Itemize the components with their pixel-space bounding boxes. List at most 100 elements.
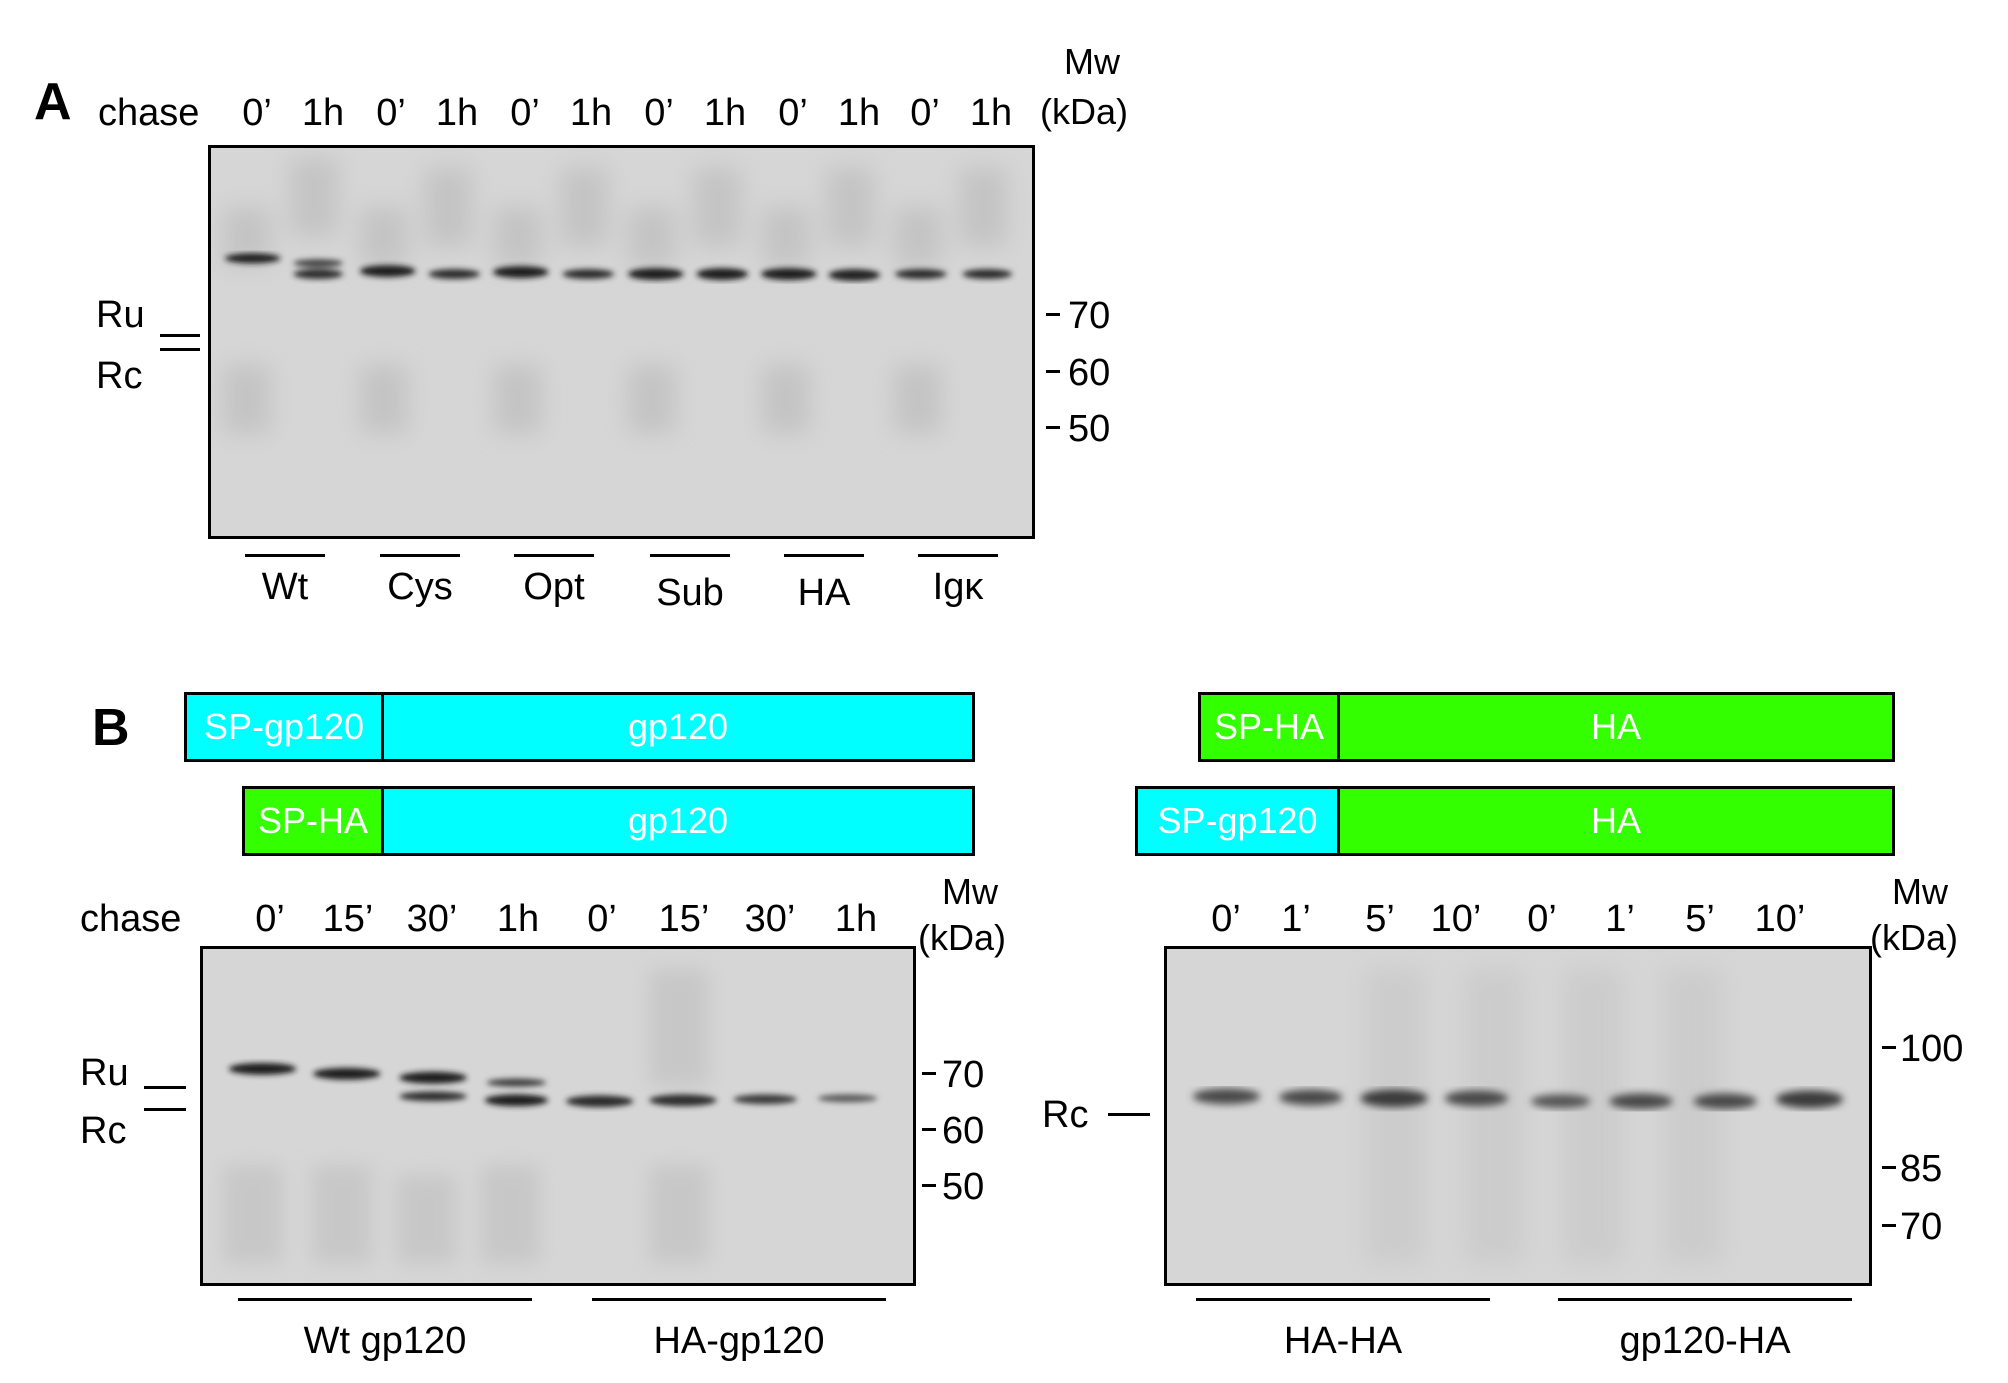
construct-body-label: gp120 <box>627 706 729 747</box>
group-label: gp120-HA <box>1619 1320 1791 1362</box>
lane-label: 0’ <box>510 92 540 134</box>
lane-label: 30’ <box>744 898 796 940</box>
lane-label: 0’ <box>376 92 406 134</box>
gel-bands-b-right <box>1192 968 1844 1264</box>
marker-tick <box>922 1072 936 1075</box>
construct-sp-gp120: SP-gp120 <box>1135 786 1340 856</box>
mw-unit: (kDa) <box>1040 91 1128 132</box>
marker-label: 85 <box>1900 1148 1943 1190</box>
marker-tick <box>1882 1224 1896 1227</box>
marker-label: 70 <box>1068 295 1111 337</box>
lane-label: 1h <box>834 898 878 940</box>
group-label: Cys <box>387 566 453 608</box>
lane-label: 5’ <box>1365 898 1395 940</box>
band-line-rc <box>144 1108 186 1111</box>
chase-label: chase <box>80 898 182 940</box>
mw-title: Mw <box>1892 871 1948 912</box>
mw-title: Mw <box>942 871 998 912</box>
lane-label: 1h <box>301 92 345 134</box>
construct-sp-label: SP-gp120 <box>203 706 365 747</box>
construct-gp120-body: gp120 <box>381 786 975 856</box>
panel-a-letter: A <box>34 73 72 131</box>
group-label: Opt <box>523 566 585 608</box>
band-line-rc <box>160 348 200 351</box>
mw-unit: (kDa) <box>918 917 1006 958</box>
lane-label: 0’ <box>778 92 808 134</box>
marker-label: 50 <box>1068 408 1111 450</box>
chase-label: chase <box>98 92 200 134</box>
lane-label: 15’ <box>658 898 710 940</box>
construct-body-label: HA <box>1590 706 1641 747</box>
construct-sp-label: SP-gp120 <box>1157 800 1318 841</box>
lane-label: 1’ <box>1281 898 1311 940</box>
group-line <box>380 554 460 557</box>
marker-label: 60 <box>1068 352 1111 394</box>
construct-ha-body: HA <box>1337 786 1895 856</box>
panel-b-letter: B <box>92 699 130 757</box>
marker-label: 50 <box>942 1166 985 1208</box>
construct-body-label: gp120 <box>627 800 729 841</box>
gel-bands-b-left <box>222 968 878 1264</box>
group-line <box>238 1298 532 1301</box>
marker-tick <box>922 1184 936 1187</box>
lane-label: 5’ <box>1685 898 1715 940</box>
construct-gp120-body: gp120 <box>381 692 975 762</box>
group-label: HA-HA <box>1283 1320 1403 1362</box>
gel-image-b-right <box>1164 946 1872 1286</box>
lane-label: 1h <box>837 92 881 134</box>
group-line <box>784 554 864 557</box>
group-line <box>918 554 998 557</box>
group-label: Sub <box>656 572 724 614</box>
group-label: HA <box>797 572 851 614</box>
lane-label: 15’ <box>322 898 374 940</box>
group-line <box>245 554 325 557</box>
lane-label: 1h <box>703 92 747 134</box>
group-label: Wt <box>261 566 309 608</box>
gel-image-b-left <box>200 946 916 1286</box>
lane-label: 0’ <box>910 92 940 134</box>
marker-label: 70 <box>942 1054 985 1096</box>
marker-tick <box>1046 370 1060 373</box>
gel-bands-a <box>222 157 1013 434</box>
group-line <box>650 554 730 557</box>
group-label: HA-gp120 <box>653 1320 825 1362</box>
construct-sp-gp120: SP-gp120 <box>184 692 384 762</box>
construct-sp-ha: SP-HA <box>242 786 384 856</box>
band-line-ru <box>160 334 200 337</box>
lane-label: 0’ <box>255 898 285 940</box>
lane-label: 10’ <box>1430 898 1482 940</box>
lane-label: 0’ <box>242 92 272 134</box>
construct-ha-body: HA <box>1337 692 1895 762</box>
group-line <box>1196 1298 1490 1301</box>
marker-tick <box>1046 313 1060 316</box>
group-line <box>1558 1298 1852 1301</box>
lane-label: 0’ <box>1527 898 1557 940</box>
marker-label: 70 <box>1900 1206 1943 1248</box>
construct-sp-label: SP-HA <box>257 800 369 841</box>
band-label-rc: Rc <box>80 1110 127 1152</box>
lane-label: 1h <box>569 92 613 134</box>
lane-label: 1’ <box>1605 898 1635 940</box>
gel-image-a <box>208 145 1035 539</box>
marker-tick <box>1882 1046 1896 1049</box>
construct-sp-ha: SP-HA <box>1198 692 1340 762</box>
lane-label: 1h <box>496 898 540 940</box>
construct-sp-label: SP-HA <box>1213 706 1325 747</box>
marker-label: 60 <box>942 1110 985 1152</box>
marker-tick <box>1882 1166 1896 1169</box>
lane-label: 30’ <box>406 898 458 940</box>
band-label-ru: Ru <box>96 294 145 336</box>
band-line-rc <box>1108 1113 1150 1116</box>
band-label-rc: Rc <box>96 355 143 397</box>
lane-label: 10’ <box>1754 898 1806 940</box>
mw-unit: (kDa) <box>1870 917 1958 958</box>
band-label-rc: Rc <box>1042 1094 1089 1136</box>
marker-tick <box>1046 426 1060 429</box>
mw-title: Mw <box>1064 41 1120 82</box>
band-label-ru: Ru <box>80 1052 129 1094</box>
lane-label: 0’ <box>587 898 617 940</box>
lane-label: 1h <box>435 92 479 134</box>
group-line <box>592 1298 886 1301</box>
group-label: Igκ <box>932 566 984 608</box>
construct-body-label: HA <box>1590 800 1641 841</box>
